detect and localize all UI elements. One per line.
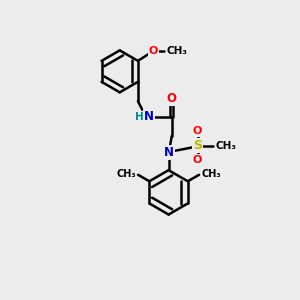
Text: CH₃: CH₃: [215, 141, 236, 151]
Text: N: N: [144, 110, 154, 123]
Text: N: N: [164, 146, 174, 159]
Text: S: S: [193, 139, 202, 152]
Text: CH₃: CH₃: [202, 169, 221, 179]
Text: H: H: [135, 112, 144, 122]
Text: O: O: [193, 155, 202, 165]
Text: O: O: [167, 92, 177, 105]
Text: CH₃: CH₃: [167, 46, 188, 56]
Text: O: O: [148, 46, 158, 56]
Text: CH₃: CH₃: [116, 169, 136, 179]
Text: O: O: [193, 126, 202, 136]
